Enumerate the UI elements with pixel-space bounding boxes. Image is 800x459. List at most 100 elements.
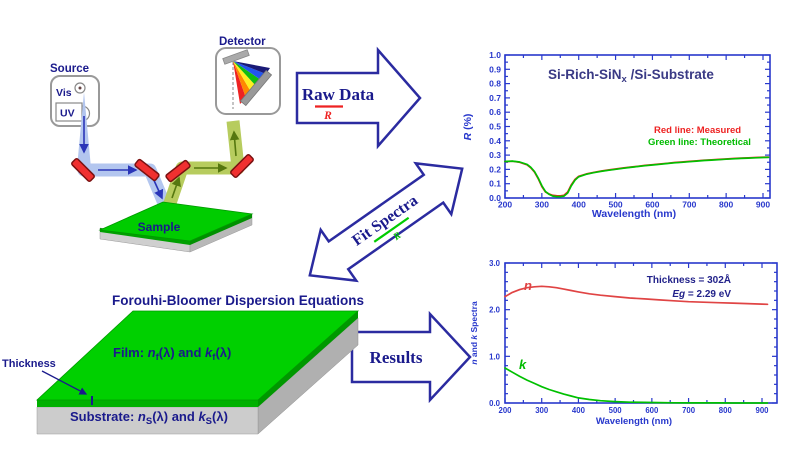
detector-label: Detector <box>219 36 266 48</box>
film-k-sub: f <box>212 352 216 363</box>
substrate-mid: (λ) and <box>152 409 198 424</box>
film-edge-front <box>37 400 258 407</box>
sample-label: Sample <box>138 220 181 234</box>
beam-arrow-up-right <box>171 176 181 199</box>
substrate-k: k <box>198 409 206 424</box>
chart1-legend-measured: Red line: Measured <box>654 125 741 136</box>
results-arrow: Results <box>350 310 472 404</box>
uv-box <box>55 102 83 122</box>
nk-chart: 200 300 400 500 600 700 800 900 0.0 1.0 2.0 3.0 Thi… <box>469 259 778 427</box>
x-tick-label: 300 <box>535 200 549 210</box>
film-end: (λ) <box>215 345 231 360</box>
y-tick-label: 1.0 <box>489 50 501 60</box>
x-tick-label: 500 <box>608 200 622 210</box>
mirrors <box>71 154 254 183</box>
sample-film-edge-right <box>190 214 252 245</box>
substrate-end: (λ) <box>212 409 228 424</box>
vis-label: Vis <box>56 87 72 99</box>
reflected-beam <box>161 120 245 212</box>
results-arrow-shape <box>350 310 472 404</box>
lamp-dot <box>78 86 82 90</box>
x-tick-label: 800 <box>719 406 733 415</box>
detector-unit: Detector <box>215 36 281 115</box>
y-tick-label: 0.9 <box>489 64 501 74</box>
chart2-xlabel: Wavelength (nm) <box>596 416 672 427</box>
y-tick-label: 0.1 <box>489 179 501 189</box>
detector-array-icon <box>239 69 273 107</box>
x-tick-label: 200 <box>498 200 512 210</box>
mirror-icon-3 <box>165 159 191 183</box>
chart1-title-post: /Si-Substrate <box>627 67 715 82</box>
y-tick-label: 2.0 <box>489 306 501 315</box>
x-tick-label: 200 <box>498 406 512 415</box>
chart2-curves <box>504 285 769 404</box>
series-k <box>504 367 769 404</box>
chart1-title-sub: x <box>622 74 628 85</box>
chart1-ylabel: R (%) <box>462 114 474 141</box>
y-tick-label: 0.7 <box>489 93 501 103</box>
film-k: k <box>205 345 213 360</box>
y-tick-label: 0.0 <box>489 193 501 203</box>
fit-spectra-arrow: Fit Spectra R <box>308 161 464 283</box>
series-n <box>504 285 769 306</box>
y-tick-label: 1.0 <box>489 352 501 361</box>
substrate-n-sub: S <box>146 416 152 427</box>
substrate-n: n <box>138 409 146 424</box>
x-tick-label: 300 <box>535 406 549 415</box>
chart1-title-pre: Si-Rich-SiN <box>548 67 622 82</box>
chart1-legend-theoretical: Green line: Theoretical <box>648 137 751 148</box>
y-tick-label: 0.8 <box>489 79 501 89</box>
raw-data-arrow-shape <box>295 46 422 150</box>
chart2-ylabel-rest: Spectra <box>469 301 479 335</box>
uv-label: UV <box>60 108 75 120</box>
film-mid: (λ) and <box>159 345 205 360</box>
chart1-ylabel-r: R <box>462 132 474 140</box>
x-tick-label: 800 <box>719 200 733 210</box>
film-n: n <box>148 345 156 360</box>
mirror-icon-2 <box>134 158 160 182</box>
film-top-face <box>35 310 360 401</box>
substrate-pre: Substrate: <box>70 409 138 424</box>
spectrum-fan-icon <box>233 61 270 104</box>
detector-mirror-icon <box>222 49 250 65</box>
raw-data-arrow: Raw Data R <box>295 46 422 150</box>
x-tick-label: 600 <box>645 406 659 415</box>
x-tick-label: 700 <box>682 200 696 210</box>
chart1-xlabel: Wavelength (nm) <box>592 208 676 220</box>
raw-data-sub-label: R <box>323 110 332 122</box>
y-tick-label: 0.0 <box>489 399 501 408</box>
source-unit: Source Vis UV <box>50 63 100 127</box>
chart2-annotation-thickness: Thickness = 302Å <box>647 273 731 286</box>
sample-slab: Sample <box>98 201 254 253</box>
y-tick-label: 3.0 <box>489 259 501 268</box>
source-label: Source <box>50 63 89 75</box>
raw-data-label: Raw Data <box>302 85 375 104</box>
x-tick-label: 900 <box>756 200 770 210</box>
y-tick-label: 0.2 <box>489 164 501 174</box>
fit-spectra-green-line <box>373 216 410 243</box>
thickness-label: Thickness <box>2 358 56 370</box>
chart2-annotation-eg: Eg = 2.29 eV <box>672 289 731 300</box>
film-pre: Film: <box>113 345 148 360</box>
y-tick-label: 0.4 <box>489 136 501 146</box>
film-edge-right <box>258 311 358 407</box>
x-tick-label: 600 <box>645 200 659 210</box>
chart2-eg-italic: Eg <box>672 289 685 300</box>
thickness-pointer-arrow <box>41 370 88 395</box>
chart1-frame <box>504 54 771 199</box>
results-label: Results <box>370 348 423 367</box>
film-n-sub: f <box>156 352 160 363</box>
chart2-k-label: k <box>519 357 527 372</box>
y-tick-label: 0.6 <box>489 107 501 117</box>
chart2-ylabel-n: n <box>469 359 479 364</box>
x-tick-label: 700 <box>682 406 696 415</box>
y-tick-label: 0.3 <box>489 150 501 160</box>
chart2-frame <box>504 262 778 404</box>
substrate-formula: Substrate: nS(λ) and kS(λ) <box>70 409 228 427</box>
series-Theoretical <box>504 156 770 198</box>
chart2-n-label: n <box>524 278 532 293</box>
model-slab: Forouhi-Bloomer Dispersion Equations Fil… <box>2 293 364 435</box>
substrate-k-sub: S <box>206 416 212 427</box>
